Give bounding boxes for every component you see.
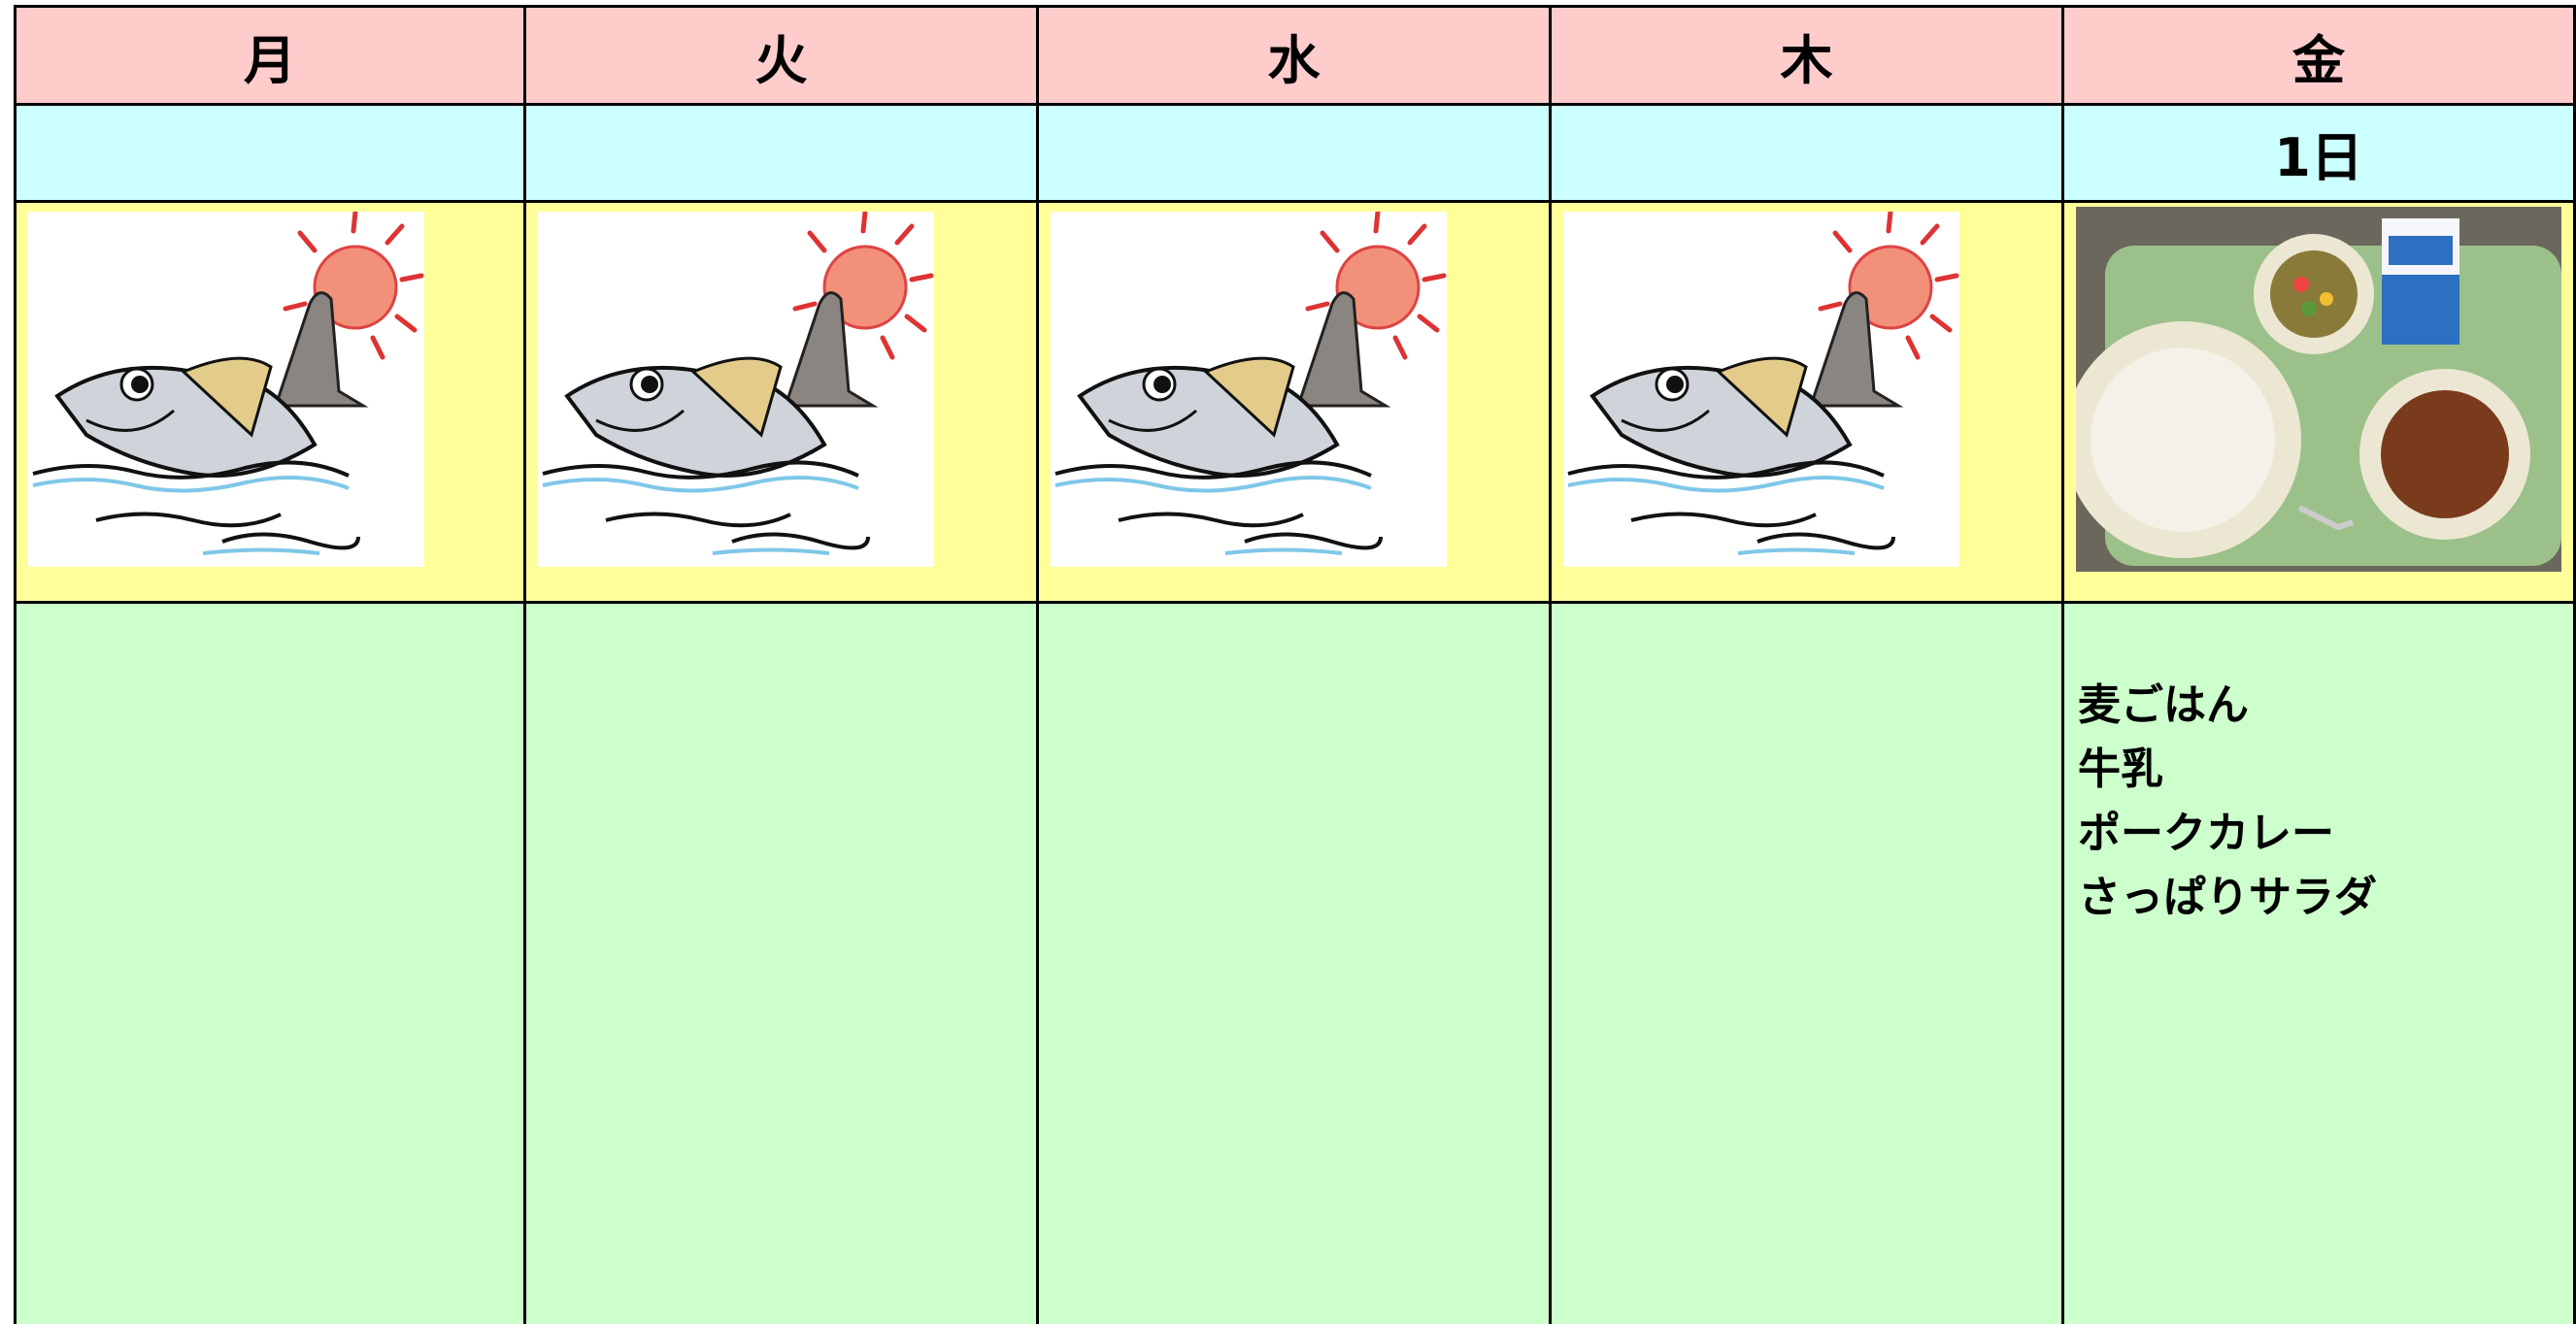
- weekday: 火: [754, 29, 808, 91]
- menu-cell: 麦ごはん 牛乳 ポークカレー さっぱりサラダ: [2064, 604, 2576, 1324]
- date-cell: [526, 106, 1039, 203]
- weekday: 月: [244, 29, 296, 91]
- menu-item: 麦ごはん: [2078, 680, 2249, 730]
- menu-item: ポークカレー: [2078, 809, 2334, 858]
- image-cell: [1552, 203, 2064, 604]
- weekday: 水: [1267, 29, 1321, 91]
- weekday-header: 金: [2064, 5, 2576, 106]
- fish-illustration: [1563, 212, 1959, 567]
- menu-item: さっぱりサラダ: [2078, 873, 2377, 922]
- date-cell: [1039, 106, 1552, 203]
- image-cell: [14, 203, 526, 604]
- fish-illustration: [28, 212, 424, 567]
- menu-item: 牛乳: [2078, 745, 2163, 794]
- menu-cell: [14, 604, 526, 1324]
- image-cell: [2064, 203, 2576, 604]
- weekday-header: 火: [526, 5, 1039, 106]
- image-cell: [1039, 203, 1552, 604]
- weekday: 金: [2292, 29, 2345, 91]
- image-cell: [526, 203, 1039, 604]
- date-cell: [14, 106, 526, 203]
- weekday-header: 木: [1552, 5, 2064, 106]
- lunch-photo: [2076, 207, 2561, 572]
- fish-illustration: [538, 212, 934, 567]
- menu-cell: [526, 604, 1039, 1324]
- date: 1日: [2274, 127, 2363, 188]
- date-cell: [1552, 106, 2064, 203]
- date-cell: 1日: [2064, 106, 2576, 203]
- fish-illustration: [1051, 212, 1447, 567]
- weekday: 木: [1780, 29, 1833, 91]
- menu-cell: [1039, 604, 1552, 1324]
- weekday-header: 月: [14, 5, 526, 106]
- weekday-header: 水: [1039, 5, 1552, 106]
- menu-cell: [1552, 604, 2064, 1324]
